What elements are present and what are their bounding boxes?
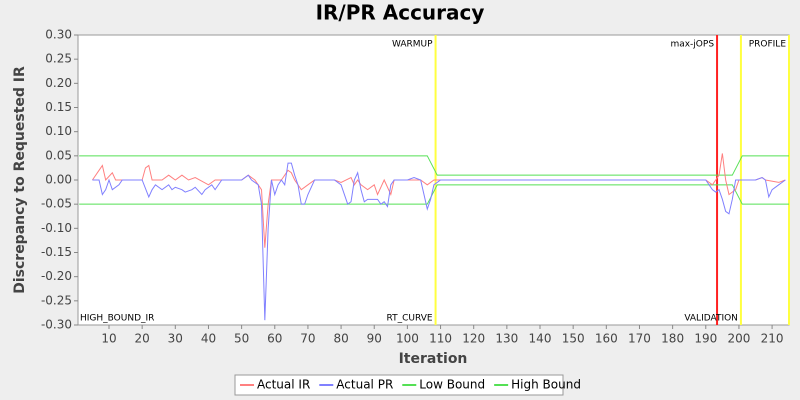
- marker-label: max-jOPS: [670, 40, 714, 50]
- y-tick-label: 0.10: [45, 124, 72, 138]
- x-tick-label: 150: [562, 332, 585, 346]
- y-tick-label: -0.25: [41, 293, 72, 307]
- y-tick-label: 0.00: [45, 173, 72, 187]
- y-tick-label: -0.10: [41, 221, 72, 235]
- y-tick-label: -0.15: [41, 245, 72, 259]
- x-tick-label: 210: [761, 332, 784, 346]
- x-tick-label: 10: [101, 332, 116, 346]
- y-tick-label: 0.15: [45, 100, 72, 114]
- x-tick-label: 50: [234, 332, 249, 346]
- start-label: HIGH_BOUND_IR: [80, 314, 154, 324]
- y-tick-label: -0.20: [41, 269, 72, 283]
- series-line: [92, 162, 786, 321]
- legend-label: High Bound: [511, 378, 581, 392]
- x-tick-label: 110: [429, 332, 452, 346]
- marker-label: RT_CURVE: [386, 314, 432, 324]
- marker-label: VALIDATION: [684, 314, 738, 324]
- x-tick-label: 100: [396, 332, 419, 346]
- y-tick-label: -0.30: [41, 318, 72, 332]
- x-tick-label: 180: [661, 332, 684, 346]
- marker-label: WARMUP: [392, 40, 433, 50]
- y-tick-label: 0.30: [45, 28, 72, 42]
- x-tick-label: 40: [201, 332, 216, 346]
- legend-label: Low Bound: [419, 378, 485, 392]
- x-tick-label: 130: [495, 332, 518, 346]
- x-tick-label: 140: [529, 332, 552, 346]
- x-tick-label: 80: [333, 332, 348, 346]
- x-tick-label: 70: [300, 332, 315, 346]
- x-tick-label: 120: [462, 332, 485, 346]
- x-tick-label: 190: [694, 332, 717, 346]
- x-tick-label: 160: [595, 332, 618, 346]
- x-tick-label: 170: [628, 332, 651, 346]
- legend: [234, 374, 564, 396]
- y-tick-label: 0.25: [45, 52, 72, 66]
- y-axis-label: Discrepancy to Requested IR: [12, 66, 28, 294]
- series-line: [79, 155, 789, 176]
- series-line: [79, 184, 789, 205]
- x-tick-label: 20: [135, 332, 150, 346]
- marker-label: PROFILE: [749, 40, 787, 50]
- legend-label: Actual PR: [336, 378, 393, 392]
- x-tick-label: 90: [367, 332, 382, 346]
- x-tick-label: 60: [267, 332, 282, 346]
- x-tick-label: 200: [727, 332, 750, 346]
- y-tick-label: -0.05: [41, 197, 72, 211]
- y-tick-label: 0.05: [45, 148, 72, 162]
- chart-title: IR/PR Accuracy: [316, 1, 485, 25]
- x-tick-label: 30: [168, 332, 183, 346]
- x-axis-label: Iteration: [399, 351, 468, 367]
- legend-label: Actual IR: [257, 378, 310, 392]
- y-tick-label: 0.20: [45, 76, 72, 90]
